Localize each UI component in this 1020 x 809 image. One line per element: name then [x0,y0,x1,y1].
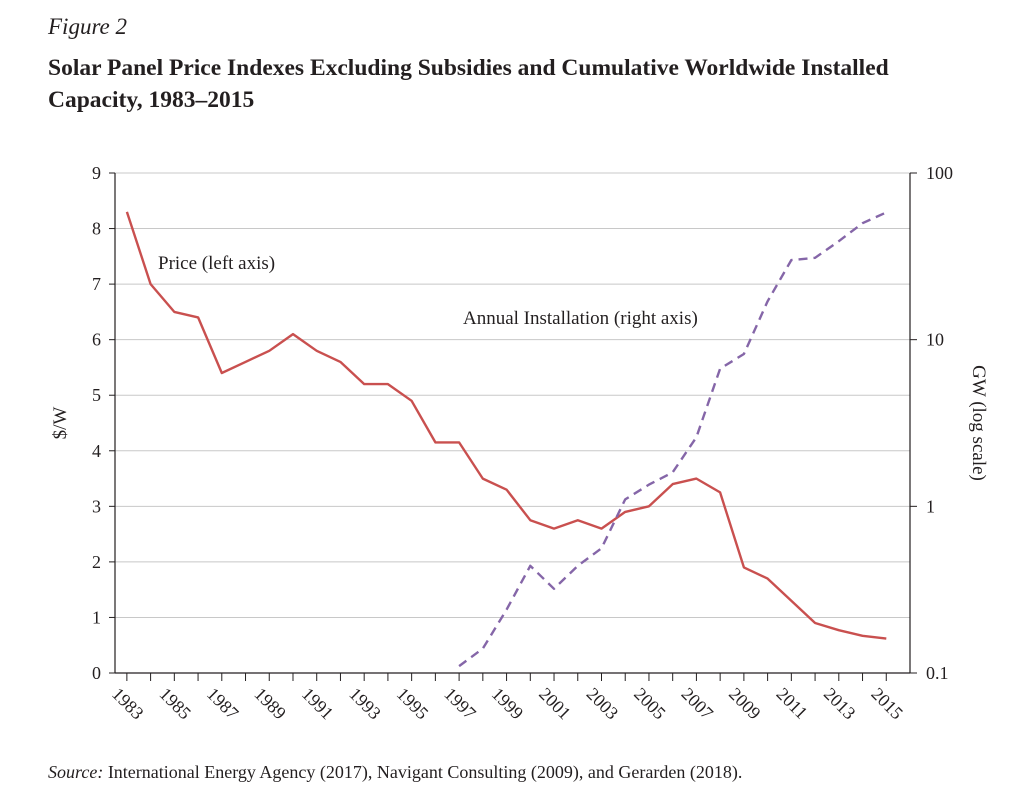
y-left-tick-label: 0 [92,663,101,683]
figure-label: Figure 2 [48,14,127,39]
x-tick-label: 1985 [155,684,195,724]
axes [109,172,917,681]
x-tick-label: 2005 [630,684,670,724]
y-left-tick-label: 5 [92,385,101,405]
x-tick-label: 2009 [725,684,765,724]
x-tick-label: 1999 [488,684,528,724]
x-tick-label: 1987 [203,684,243,724]
x-tick-label: 2007 [678,684,718,724]
figure-title: Solar Panel Price Indexes Excluding Subs… [48,55,889,113]
annotations: Price (left axis) Annual Installation (ri… [158,253,698,329]
series-lines [125,211,887,668]
price-line [125,211,887,640]
y-left-tick-label: 1 [92,607,101,627]
installation-series-label: Annual Installation (right axis) [463,308,698,329]
x-tick-label: 1993 [345,684,385,724]
y-right-tick-label: 10 [926,330,944,350]
source-text: International Energy Agency (2017), Navi… [103,762,743,782]
y-left-tick-label: 7 [92,274,101,294]
source-note: Source: International Energy Agency (201… [48,762,742,783]
x-tick-label: 1989 [250,684,290,724]
x-tick-label: 2003 [583,684,623,724]
price-series-label: Price (left axis) [158,253,275,274]
y-right-tick-label: 100 [926,163,953,183]
x-tick-label: 2001 [535,684,575,724]
y-left-tick-label: 4 [92,441,101,461]
x-tick-label: 2015 [867,684,907,724]
y-left-tick-label: 9 [92,163,101,183]
y-left-tick-label: 2 [92,552,101,572]
x-tick-label: 1991 [298,684,338,724]
y-left-tick-label: 6 [92,330,101,350]
x-tick-label: 1997 [440,684,480,724]
y-right-tick-label: 0.1 [926,663,949,683]
x-tick-label: 2011 [773,684,812,723]
y-left-tick-label: 8 [92,219,101,239]
y-right-axis-title: GW (log scale) [968,365,989,481]
gridlines [115,172,910,618]
x-tick-label: 2013 [820,684,860,724]
y-left-axis-title: $/W [50,407,71,440]
source-label: Source: [48,762,104,782]
installation-line [458,211,887,668]
x-tick-label: 1995 [393,684,433,724]
x-tick-label: 1983 [108,684,148,724]
y-left-tick-label: 3 [92,496,101,516]
y-right-tick-label: 1 [926,496,935,516]
